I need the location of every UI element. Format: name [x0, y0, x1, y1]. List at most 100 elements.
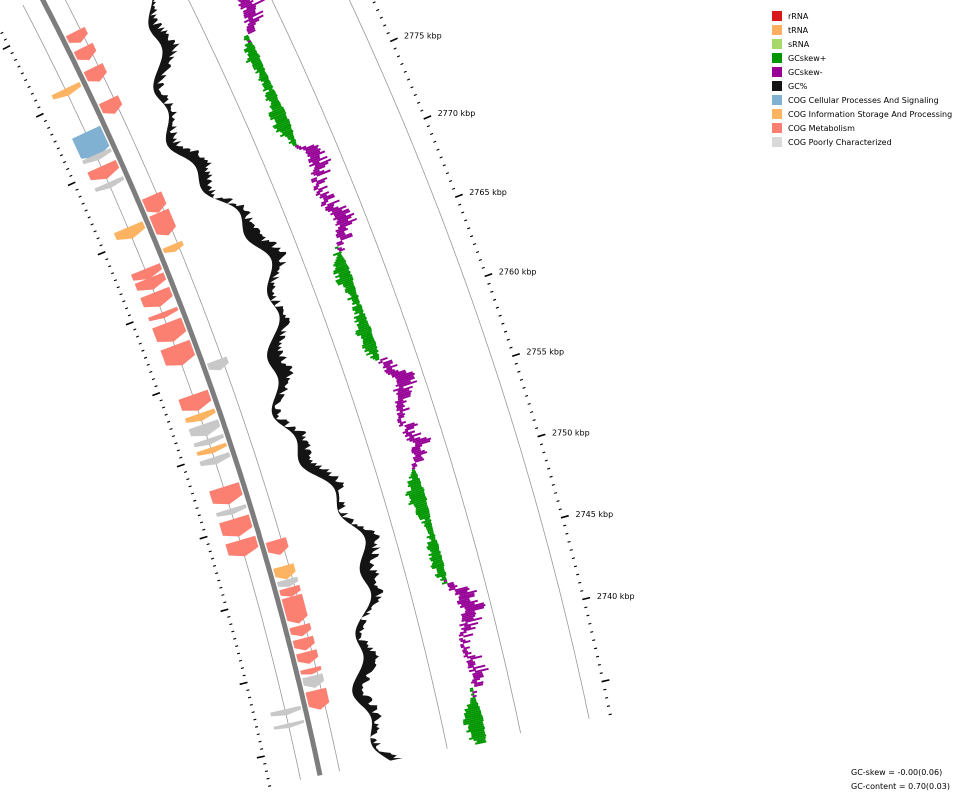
gc-skew-bin [345, 284, 355, 289]
gc-skew-bin [395, 380, 411, 387]
inner-ruler-tick [186, 478, 190, 481]
gc-skew-bin [414, 437, 432, 445]
gc-skew-bin [410, 485, 422, 491]
gc-skew-bin [258, 74, 269, 81]
inner-ruler-tick [154, 385, 158, 388]
guide-circle [271, 0, 521, 734]
gc-skew-bin [473, 675, 484, 680]
ruler-tick [403, 70, 407, 73]
gc-skew-bin [307, 150, 321, 158]
gc-skew-bin [406, 486, 424, 494]
gc-skew-bin [424, 517, 430, 521]
gc-skew-bin [431, 564, 445, 570]
inner-ruler-tick [34, 99, 38, 102]
inner-ruler-tick [27, 85, 31, 89]
ruler-tick [530, 411, 534, 414]
ruler-tick [487, 282, 491, 285]
gene-feature [273, 563, 296, 580]
gc-skew-bin [415, 504, 428, 510]
gc-skew-bin [470, 696, 476, 700]
gc-skew-bin [410, 483, 422, 489]
gc-skew-bin [408, 498, 428, 506]
ruler-tick [429, 132, 434, 136]
gc-skew-bin [466, 726, 486, 733]
gc-skew-bin [413, 449, 426, 455]
legend-label: GCskew+ [788, 53, 827, 63]
gc-skew-bin [334, 263, 348, 270]
ruler-label: 2765 kbp [469, 188, 507, 197]
inner-ruler-tick [138, 342, 142, 345]
gc-skew-bin [396, 418, 402, 422]
inner-ruler-tick [62, 161, 67, 164]
gc-skew-bin [263, 78, 270, 83]
gc-skew-bin [464, 711, 482, 718]
gc-skew-bin [368, 348, 378, 353]
gc-skew-bin [404, 426, 415, 432]
gc-skew-bin [397, 390, 412, 397]
inner-ruler-tick [210, 557, 215, 560]
gc-skew-bin [251, 60, 262, 67]
gc-skew-bin [262, 85, 274, 92]
ruler-tick [484, 272, 493, 278]
gc-skew-bin [269, 110, 286, 119]
gc-skew-bin [429, 547, 440, 552]
legend-label: GCskew- [788, 67, 823, 77]
gc-skew-bin [247, 50, 257, 57]
gc-skew-bin [387, 369, 399, 376]
gc-skew-bin [308, 156, 321, 164]
gc-skew-bin [256, 66, 264, 72]
inner-ruler-tick [105, 258, 109, 261]
legend-item-gcskew-minus: GCskew- [772, 65, 952, 79]
gc-skew-bin [259, 71, 267, 77]
gc-skew-bin [428, 550, 441, 557]
gc-skew-bin [409, 496, 427, 503]
gc-skew-bin [440, 577, 447, 582]
gene-feature [87, 159, 120, 181]
ruler-tick [542, 451, 546, 454]
ruler-tick [445, 172, 450, 175]
ruler-tick [595, 655, 600, 658]
gc-skew-bin [454, 590, 468, 596]
gc-skew-bin [251, 59, 261, 65]
gc-skew-bin [294, 144, 300, 148]
inner-ruler-tick [135, 335, 140, 338]
gc-skew-bin [352, 304, 362, 310]
gc-skew-bin [441, 581, 448, 585]
ruler-tick [451, 187, 456, 190]
ruler-tick [493, 298, 497, 301]
ruler-tick [383, 24, 387, 27]
ruler-tick [590, 631, 594, 633]
inner-ruler-tick [249, 703, 253, 706]
ruler-label: 2750 kbp [552, 428, 590, 437]
legend-swatch [772, 81, 782, 91]
gc-skew-bin [463, 626, 476, 632]
gc-skew-bin [430, 538, 436, 542]
gc-skew-bin [382, 364, 391, 369]
inner-ruler-tick [229, 623, 233, 626]
gc-skew-bin [404, 422, 415, 428]
ruler-tick [413, 93, 417, 97]
inner-ruler-tick [162, 406, 166, 409]
gc-skew-bin [418, 513, 431, 519]
gc-skew-bin [356, 302, 360, 306]
gene-feature [209, 482, 243, 505]
ruler-tick [448, 179, 453, 183]
gc-skew-bin [469, 687, 474, 691]
gc-skew-bin [391, 371, 407, 378]
inner-ruler-tick [206, 543, 210, 546]
gene-feature [300, 665, 322, 675]
ruler-tick [601, 679, 610, 683]
gc-skew-bin [325, 206, 334, 212]
ruler-tick [599, 672, 603, 674]
gc-skew-bin [243, 9, 256, 17]
inner-ruler-tick [47, 126, 51, 129]
ruler-tick [506, 338, 510, 341]
ruler-tick [584, 606, 588, 609]
gene-feature [140, 286, 173, 308]
ruler-label: 2745 kbp [576, 510, 614, 519]
gc-skew-bin [240, 0, 254, 8]
gc-skew-bin [382, 359, 393, 365]
gc-skew-stat: GC-skew = -0.00(0.06) [851, 768, 943, 777]
gc-skew-bin [323, 195, 335, 202]
ruler-tick [556, 500, 560, 503]
